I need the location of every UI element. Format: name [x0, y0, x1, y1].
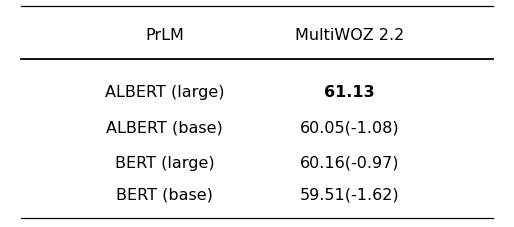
- Text: MultiWOZ 2.2: MultiWOZ 2.2: [295, 28, 404, 43]
- Text: 60.16(-0.97): 60.16(-0.97): [300, 155, 399, 170]
- Text: 60.05(-1.08): 60.05(-1.08): [300, 120, 399, 135]
- Text: 59.51(-1.62): 59.51(-1.62): [300, 187, 399, 202]
- Text: BERT (large): BERT (large): [115, 155, 214, 170]
- Text: BERT (base): BERT (base): [116, 187, 213, 202]
- Text: PrLM: PrLM: [145, 28, 184, 43]
- Text: ALBERT (base): ALBERT (base): [106, 120, 223, 135]
- Text: ALBERT (large): ALBERT (large): [105, 84, 224, 99]
- Text: 61.13: 61.13: [324, 84, 375, 99]
